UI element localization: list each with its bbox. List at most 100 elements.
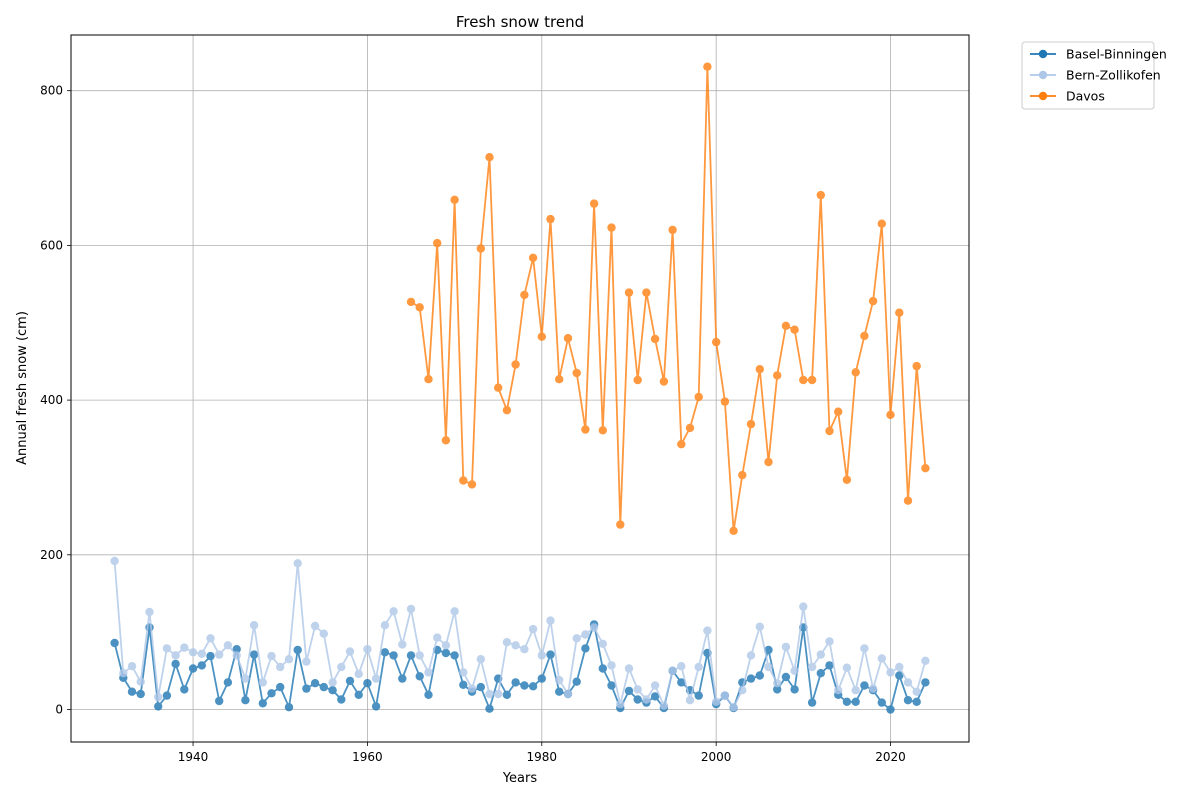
y-tick-label: 800 xyxy=(40,84,63,98)
data-point-basel-binningen xyxy=(598,664,607,673)
data-point-basel-binningen xyxy=(258,699,267,708)
data-point-bern-zollikofen xyxy=(633,685,642,694)
legend-item-davos: Davos xyxy=(1030,89,1105,104)
data-point-bern-zollikofen xyxy=(511,641,520,650)
data-point-bern-zollikofen xyxy=(921,656,930,665)
x-tick-label: 2000 xyxy=(701,750,732,764)
data-point-basel-binningen xyxy=(607,681,616,690)
data-point-davos xyxy=(790,325,799,334)
data-point-davos xyxy=(738,470,747,480)
y-tick-label: 400 xyxy=(40,393,63,407)
data-point-bern-zollikofen xyxy=(119,669,128,678)
data-point-davos xyxy=(546,214,555,224)
data-point-basel-binningen xyxy=(537,674,546,683)
data-point-bern-zollikofen xyxy=(249,621,259,630)
data-point-basel-binningen xyxy=(441,648,451,658)
legend-label: Basel-Binningen xyxy=(1066,47,1167,62)
data-point-davos xyxy=(520,290,529,300)
data-point-bern-zollikofen xyxy=(110,556,119,566)
data-point-bern-zollikofen xyxy=(363,645,372,654)
data-point-basel-binningen xyxy=(877,698,886,707)
data-point-basel-binningen xyxy=(502,690,512,699)
data-point-bern-zollikofen xyxy=(485,689,494,699)
data-point-basel-binningen xyxy=(572,677,581,686)
data-point-davos xyxy=(424,375,433,384)
data-point-basel-binningen xyxy=(415,672,424,681)
data-point-bern-zollikofen xyxy=(215,650,224,659)
y-axis-label: Annual fresh snow (cm) xyxy=(15,311,30,465)
data-point-davos xyxy=(834,407,843,416)
data-point-basel-binningen xyxy=(127,687,137,696)
data-point-bern-zollikofen xyxy=(685,696,695,705)
data-point-basel-binningen xyxy=(110,638,119,648)
data-point-bern-zollikofen xyxy=(895,662,904,672)
data-point-bern-zollikofen xyxy=(738,686,747,695)
data-point-davos xyxy=(703,62,712,71)
data-point-bern-zollikofen xyxy=(563,689,573,699)
data-point-bern-zollikofen xyxy=(720,691,730,700)
data-point-bern-zollikofen xyxy=(354,669,363,679)
data-point-bern-zollikofen xyxy=(528,624,538,634)
data-point-basel-binningen xyxy=(851,697,860,706)
data-point-bern-zollikofen xyxy=(703,626,712,635)
data-point-bern-zollikofen xyxy=(145,607,154,617)
data-point-basel-binningen xyxy=(528,682,538,691)
data-point-bern-zollikofen xyxy=(555,675,564,685)
data-point-bern-zollikofen xyxy=(424,668,433,677)
data-point-basel-binningen xyxy=(485,704,494,713)
x-tick-label: 1960 xyxy=(352,750,383,764)
data-point-davos xyxy=(563,334,573,343)
data-point-basel-binningen xyxy=(171,659,180,669)
data-point-davos xyxy=(694,392,703,402)
grid xyxy=(71,35,969,742)
data-point-basel-binningen xyxy=(337,695,346,704)
data-point-bern-zollikofen xyxy=(494,689,503,699)
data-point-basel-binningen xyxy=(677,678,686,687)
data-point-basel-binningen xyxy=(197,661,206,670)
data-point-basel-binningen xyxy=(546,650,555,659)
data-point-davos xyxy=(668,225,677,235)
series-bern-zollikofen xyxy=(110,556,930,712)
data-point-bern-zollikofen xyxy=(799,602,808,611)
data-point-davos xyxy=(659,377,669,386)
data-point-bern-zollikofen xyxy=(310,621,320,631)
data-point-davos xyxy=(677,440,686,449)
data-point-basel-binningen xyxy=(581,644,590,653)
data-point-basel-binningen xyxy=(807,698,817,707)
data-point-bern-zollikofen xyxy=(127,662,137,671)
data-point-davos xyxy=(433,238,442,248)
data-point-bern-zollikofen xyxy=(677,662,686,671)
data-point-davos xyxy=(851,368,860,377)
data-point-bern-zollikofen xyxy=(851,686,860,695)
data-point-davos xyxy=(886,410,895,419)
data-point-basel-binningen xyxy=(371,702,381,711)
plot-frame xyxy=(70,34,970,743)
legend-label: Davos xyxy=(1066,89,1105,104)
data-point-bern-zollikofen xyxy=(154,692,163,702)
data-point-basel-binningen xyxy=(345,676,355,686)
data-point-davos xyxy=(921,464,930,473)
data-point-basel-binningen xyxy=(755,671,764,680)
data-point-bern-zollikofen xyxy=(616,699,625,709)
data-point-basel-binningen xyxy=(398,674,407,683)
data-point-davos xyxy=(459,476,468,485)
data-point-bern-zollikofen xyxy=(319,629,328,638)
data-point-basel-binningen xyxy=(363,679,372,688)
data-point-bern-zollikofen xyxy=(380,621,390,630)
data-point-davos xyxy=(485,153,494,162)
data-point-davos xyxy=(868,296,878,306)
data-point-davos xyxy=(406,297,416,307)
data-point-basel-binningen xyxy=(389,651,398,660)
data-point-bern-zollikofen xyxy=(589,623,599,632)
data-point-davos xyxy=(816,190,825,200)
series-line-basel-binningen xyxy=(113,621,927,712)
data-point-basel-binningen xyxy=(232,645,241,654)
data-point-davos xyxy=(555,375,564,384)
data-point-basel-binningen xyxy=(903,696,913,705)
data-point-bern-zollikofen xyxy=(267,651,276,661)
legend-swatch-marker xyxy=(1038,49,1048,59)
data-point-davos xyxy=(581,425,590,434)
data-point-basel-binningen xyxy=(825,661,834,670)
data-point-basel-binningen xyxy=(633,695,642,704)
data-point-basel-binningen xyxy=(284,703,294,712)
